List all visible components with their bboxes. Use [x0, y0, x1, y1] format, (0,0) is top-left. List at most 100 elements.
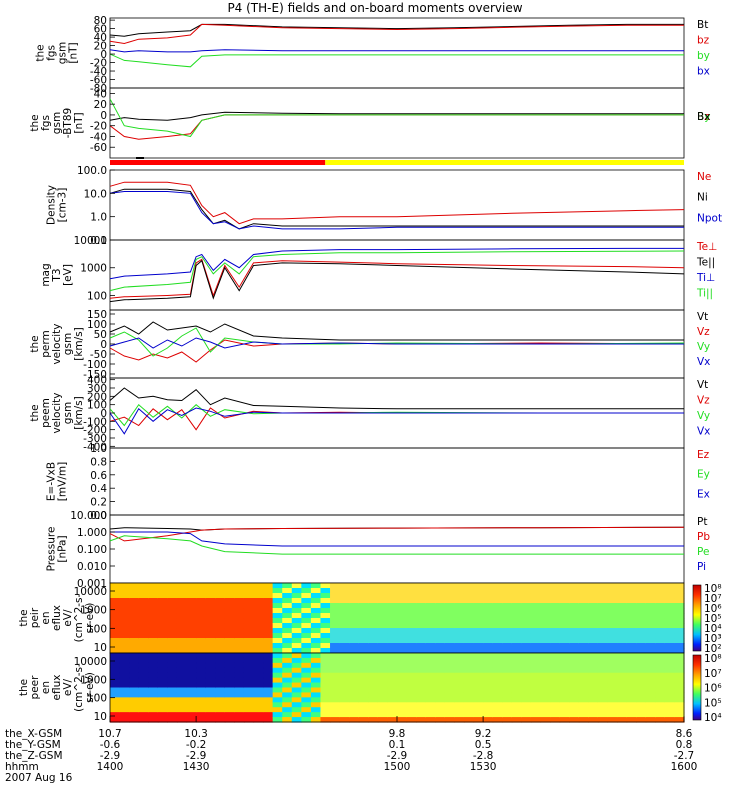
spectrogram-cell	[129, 717, 140, 723]
spectrogram-cell	[282, 613, 293, 619]
spectrogram-cell	[454, 638, 465, 644]
spectrogram-cell	[550, 648, 561, 654]
spectrogram-cell	[664, 638, 676, 644]
spectrogram-cell	[397, 608, 408, 614]
spectrogram-cell	[368, 653, 379, 659]
spectrogram-cell	[636, 712, 647, 718]
spectrogram-cell	[492, 603, 503, 609]
spectrogram-cell	[167, 717, 178, 723]
spectrogram-cell	[569, 677, 580, 684]
spectrogram-cell	[234, 657, 245, 664]
spectrogram-cell	[550, 583, 561, 589]
spectrogram-cell	[377, 662, 389, 669]
spectrogram-cell	[511, 712, 522, 718]
spectrogram-cell	[272, 638, 283, 644]
series-line	[109, 535, 684, 555]
spectrogram-cell	[196, 598, 207, 604]
spectrogram-cell	[148, 588, 159, 594]
spectrogram-cell	[119, 717, 130, 723]
y-tick-label: 20	[94, 99, 107, 111]
spectrogram-cell	[339, 583, 350, 589]
spectrogram-cell	[597, 648, 609, 654]
spectrogram-cell	[664, 648, 676, 654]
spectrogram-cell	[358, 667, 369, 674]
spectrogram-cell	[559, 638, 570, 644]
spectrogram-cell	[435, 677, 446, 684]
spectrogram-cell	[157, 662, 168, 669]
spectrogram-cell	[272, 692, 283, 698]
spectrogram-cell	[617, 692, 628, 698]
spectrogram-cell	[272, 648, 283, 654]
spectrogram-cell	[167, 682, 178, 689]
spectrogram-cell	[119, 643, 130, 649]
spectrogram-cell	[282, 662, 293, 669]
spectrogram-cell	[569, 657, 580, 664]
spectrogram-cell	[636, 707, 647, 713]
spectrogram-cell	[540, 677, 551, 684]
spectrogram-cell	[186, 623, 197, 629]
spectrogram-cell	[483, 603, 494, 609]
spectrogram-cell	[416, 593, 427, 599]
spectrogram-cell	[272, 603, 283, 609]
spectrogram-cell	[167, 643, 178, 649]
spectrogram-cell	[263, 687, 274, 694]
spectrogram-cell	[110, 618, 121, 624]
spectrogram-cell	[320, 682, 331, 689]
spectrogram-cell	[148, 687, 159, 694]
spectrogram-cell	[397, 667, 408, 674]
spectrogram-cell	[291, 682, 302, 689]
spectrogram-cell	[521, 677, 532, 684]
spectrogram-cell	[167, 598, 178, 604]
spectrogram-cell	[550, 603, 561, 609]
spectrogram-cell	[282, 618, 293, 624]
spectrogram-cell	[578, 677, 589, 684]
spectrogram-cell	[607, 623, 618, 629]
spectrogram-cell	[377, 712, 389, 718]
spectrogram-cell	[301, 593, 312, 599]
spectrogram-cell	[617, 677, 628, 684]
spectrogram-cell	[540, 628, 551, 634]
spectrogram-cell	[636, 657, 647, 664]
spectrogram-cell	[473, 598, 484, 604]
spectrogram-cell	[578, 697, 589, 703]
y-tick-label: 100	[87, 319, 107, 331]
spectrogram-cell	[454, 667, 465, 674]
spectrogram-cell	[119, 712, 130, 718]
spectrogram-cell	[339, 608, 350, 614]
spectrogram-cell	[664, 697, 676, 703]
spectrogram-cell	[502, 692, 513, 698]
spectrogram-cell	[339, 697, 350, 703]
spectrogram-cell	[416, 667, 427, 674]
spectrogram-cell	[358, 638, 369, 644]
spectrogram-cell	[397, 598, 408, 604]
series-line	[109, 259, 685, 303]
spectrogram-cell	[148, 608, 159, 614]
spectrogram-cell	[272, 712, 283, 718]
spectrogram-cell	[540, 648, 551, 654]
spectrogram-cell	[607, 638, 618, 644]
spectrogram-cell	[205, 603, 216, 609]
spectrogram-cell	[645, 672, 656, 679]
spectrogram-cell	[416, 662, 427, 669]
y-tick-label: 10	[94, 711, 107, 723]
spectrogram-cell	[243, 653, 255, 659]
spectrogram-cell	[234, 603, 245, 609]
spectrogram-cell	[253, 613, 264, 619]
spectrogram-cell	[416, 657, 427, 664]
spectrogram-cell	[502, 613, 513, 619]
spectrogram-cell	[674, 662, 685, 669]
spectrogram-cell	[444, 608, 455, 614]
spectrogram-cell	[416, 638, 427, 644]
spectrogram-cell	[224, 608, 235, 614]
spectrogram-cell	[406, 583, 417, 589]
spectrogram-cell	[397, 697, 408, 703]
spectrogram-cell	[310, 613, 322, 619]
spectrogram-cell	[234, 593, 245, 599]
spectrogram-cell	[263, 707, 274, 713]
spectrogram-cell	[282, 643, 293, 649]
spectrogram-cell	[674, 672, 685, 679]
spectrogram-cell	[559, 598, 570, 604]
spectrogram-cell	[425, 613, 436, 619]
spectrogram-cell	[540, 657, 551, 664]
